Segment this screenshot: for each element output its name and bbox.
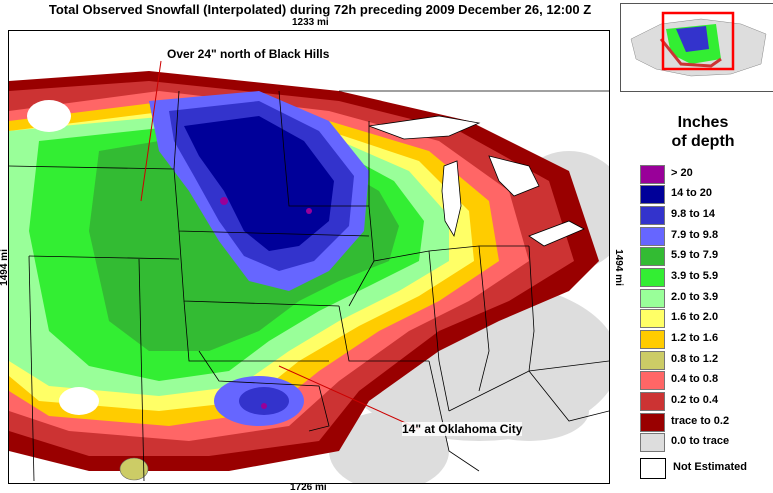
legend-label: > 20 xyxy=(671,167,693,179)
legend-label: 9.8 to 14 xyxy=(671,208,716,220)
legend-item: 5.9 to 7.9 xyxy=(638,247,773,266)
distance-top-label: 1233 mi xyxy=(292,17,329,28)
legend-item: 3.9 to 5.9 xyxy=(638,268,773,287)
annotation-black-hills: Over 24" north of Black Hills xyxy=(167,47,330,61)
legend-label: 3.9 to 5.9 xyxy=(671,270,719,282)
legend-item: 2.0 to 3.9 xyxy=(638,289,773,308)
legend-not-estimated: Not Estimated xyxy=(640,458,770,479)
legend-label: 2.0 to 3.9 xyxy=(671,291,719,303)
legend-title-line2: of depth xyxy=(671,133,735,150)
annotation-oklahoma-city: 14" at Oklahoma City xyxy=(402,422,523,436)
legend-label: 0.8 to 1.2 xyxy=(671,353,719,365)
legend-item: 7.9 to 9.8 xyxy=(638,227,773,246)
legend-label: 0.0 to trace xyxy=(671,435,730,447)
legend-swatch xyxy=(640,433,665,452)
legend-item: 14 to 20 xyxy=(638,185,773,204)
legend-item: trace to 0.2 xyxy=(638,413,773,432)
legend-swatch xyxy=(640,227,665,246)
legend-item: 1.2 to 1.6 xyxy=(638,330,773,349)
legend-label-not-estimated: Not Estimated xyxy=(673,461,747,473)
legend-label: 14 to 20 xyxy=(671,187,712,199)
legend-title-line1: Inches xyxy=(677,114,729,131)
legend-label: 0.4 to 0.8 xyxy=(671,373,719,385)
legend-item: 0.0 to trace xyxy=(638,433,773,452)
legend-swatch xyxy=(640,413,665,432)
legend-item: 1.6 to 2.0 xyxy=(638,309,773,328)
locator-inset-map xyxy=(620,3,773,92)
legend-label: 7.9 to 9.8 xyxy=(671,229,719,241)
snowfall-map-svg xyxy=(9,31,609,483)
legend-swatch xyxy=(640,371,665,390)
legend-swatch xyxy=(640,289,665,308)
legend-label: 1.6 to 2.0 xyxy=(671,311,719,323)
legend-swatch xyxy=(640,330,665,349)
inset-highlight-box xyxy=(661,11,735,71)
legend-item: > 20 xyxy=(638,165,773,184)
legend-item: 0.8 to 1.2 xyxy=(638,351,773,370)
legend-swatch xyxy=(640,309,665,328)
legend-label: 0.2 to 0.4 xyxy=(671,394,719,406)
legend-swatch xyxy=(640,268,665,287)
distance-bottom-label: 1726 mi xyxy=(290,482,327,493)
legend-swatch xyxy=(640,392,665,411)
legend-swatch xyxy=(640,206,665,225)
legend-swatch xyxy=(640,351,665,370)
legend-label: 1.2 to 1.6 xyxy=(671,332,719,344)
snowfall-map xyxy=(8,30,610,484)
legend-swatch-not-estimated xyxy=(640,458,666,479)
map-title: Total Observed Snowfall (Interpolated) d… xyxy=(48,2,592,17)
legend-label: trace to 0.2 xyxy=(671,415,730,427)
legend-swatch xyxy=(640,247,665,266)
distance-right-label: 1494 mi xyxy=(612,249,624,286)
locator-inset-svg xyxy=(630,11,767,77)
legend-item: 0.2 to 0.4 xyxy=(638,392,773,411)
legend-swatch xyxy=(640,165,665,184)
legend-title: Inches of depth xyxy=(628,113,773,151)
legend-swatch xyxy=(640,185,665,204)
legend-item: 9.8 to 14 xyxy=(638,206,773,225)
legend-label: 5.9 to 7.9 xyxy=(671,249,719,261)
legend-item: 0.4 to 0.8 xyxy=(638,371,773,390)
